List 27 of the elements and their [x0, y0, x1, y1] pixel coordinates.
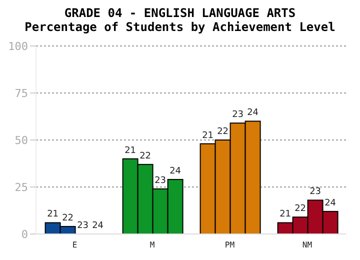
- text: 23: [77, 221, 89, 231]
- series-label: 22: [62, 213, 74, 224]
- chart-subtitle: Percentage of Students by Achievement Level: [24, 20, 336, 34]
- x-tick-label: NM: [302, 240, 312, 250]
- text: 23: [232, 110, 244, 120]
- x-tick-label: PM: [224, 240, 235, 250]
- text: 22: [217, 127, 229, 137]
- series-label: 24: [170, 166, 182, 176]
- series-label: 21: [47, 210, 59, 220]
- y-tick-label: 25: [14, 180, 28, 194]
- y-tick-label: 75: [14, 86, 28, 100]
- text: 22: [294, 204, 306, 214]
- y-tick-label: 0: [21, 228, 28, 241]
- text: 21: [124, 146, 136, 156]
- chart-title: GRADE 04 - ENGLISH LANGUAGE ARTS: [63, 6, 297, 20]
- text: 23: [310, 187, 322, 198]
- text: 24: [92, 221, 104, 231]
- text: 22: [140, 151, 152, 162]
- series-label: 23: [154, 176, 166, 186]
- text: 21: [280, 210, 292, 220]
- x-tick-label: E: [72, 240, 78, 250]
- text: 21: [202, 130, 214, 141]
- y-tick-label: 50: [14, 134, 28, 147]
- text: 24: [247, 108, 259, 118]
- x-tick-label: M: [150, 240, 155, 250]
- text: 24: [324, 198, 336, 208]
- y-tick-label: 100: [8, 40, 28, 53]
